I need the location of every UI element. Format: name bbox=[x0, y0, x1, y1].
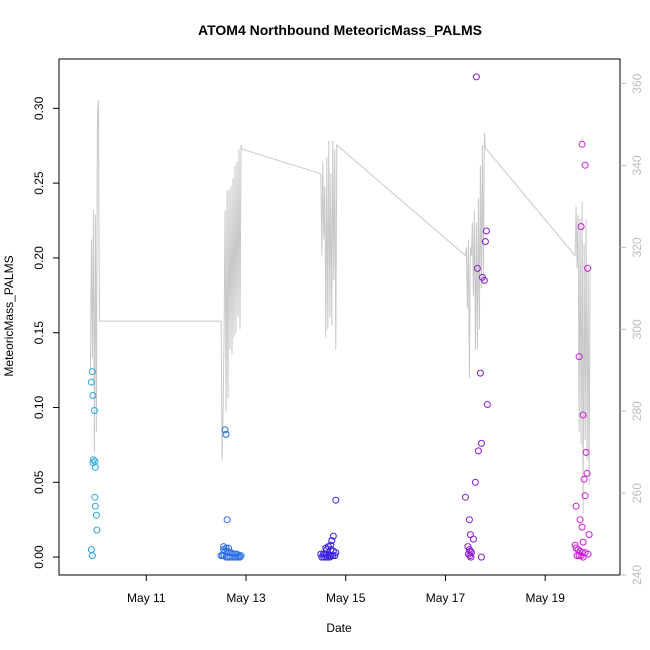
y-tick-label: 0.25 bbox=[32, 171, 46, 195]
y-tick-label: 0.10 bbox=[32, 395, 46, 419]
y-axis-label: MeteoricMass_PALMS bbox=[2, 255, 16, 376]
data-point bbox=[89, 456, 97, 464]
x-axis: May 11 May 13 May 15 May 17 May 19 bbox=[127, 575, 565, 605]
data-point bbox=[469, 535, 477, 543]
data-point bbox=[572, 502, 580, 510]
y-tick-label: 0.00 bbox=[32, 545, 46, 569]
data-point bbox=[472, 73, 480, 81]
data-point bbox=[88, 368, 96, 376]
y-tick-label: 0.20 bbox=[32, 246, 46, 270]
x-tick-label: May 19 bbox=[526, 591, 566, 605]
data-point bbox=[581, 492, 589, 500]
y2-tick-label: 300 bbox=[630, 319, 644, 339]
y2-tick-label: 260 bbox=[630, 483, 644, 503]
data-point bbox=[477, 439, 485, 447]
data-point bbox=[324, 553, 332, 561]
data-point bbox=[577, 223, 585, 230]
data-point bbox=[90, 407, 98, 414]
y-tick-label: 0.15 bbox=[32, 321, 46, 345]
y2-tick-label: 320 bbox=[630, 237, 644, 257]
data-point bbox=[583, 469, 591, 477]
x-axis-label: Date bbox=[326, 621, 352, 635]
data-point bbox=[466, 552, 474, 560]
y2-tick-label: 340 bbox=[630, 155, 644, 175]
y-tick-label: 0.30 bbox=[32, 96, 46, 120]
data-point bbox=[581, 161, 589, 169]
data-point bbox=[329, 532, 337, 540]
data-point bbox=[480, 276, 488, 284]
data-point bbox=[483, 401, 491, 408]
data-point bbox=[91, 502, 99, 510]
x-tick-label: May 17 bbox=[426, 591, 466, 605]
x-tick-label: May 13 bbox=[226, 591, 266, 605]
data-point bbox=[461, 493, 469, 501]
secondary-series-line bbox=[89, 99, 591, 514]
x-tick-label: May 15 bbox=[326, 591, 366, 605]
data-point bbox=[471, 478, 479, 486]
data-point bbox=[91, 493, 99, 501]
data-point bbox=[477, 553, 485, 561]
data-point bbox=[575, 552, 583, 560]
plot-frame bbox=[58, 58, 621, 576]
data-point bbox=[579, 538, 587, 546]
data-point bbox=[585, 531, 593, 539]
data-point bbox=[93, 526, 101, 534]
data-point bbox=[578, 140, 586, 148]
data-point bbox=[474, 447, 482, 455]
chart-title: ATOM4 Northbound MeteoricMass_PALMS bbox=[198, 22, 482, 38]
data-point bbox=[322, 553, 330, 561]
data-point bbox=[331, 552, 339, 560]
y2-tick-label: 360 bbox=[630, 73, 644, 93]
data-point bbox=[89, 392, 97, 399]
data-point bbox=[579, 553, 587, 561]
data-point bbox=[575, 353, 583, 361]
data-point bbox=[232, 553, 240, 561]
data-point bbox=[584, 550, 592, 558]
data-point bbox=[223, 516, 231, 524]
secondary-line-layer bbox=[89, 99, 591, 514]
data-point bbox=[582, 448, 590, 456]
data-point bbox=[473, 264, 481, 272]
data-point bbox=[88, 552, 96, 560]
data-point bbox=[222, 430, 230, 438]
data-point bbox=[482, 227, 490, 235]
data-point bbox=[236, 553, 244, 561]
data-point bbox=[481, 238, 489, 245]
data-point bbox=[234, 553, 242, 561]
data-point bbox=[577, 552, 585, 560]
data-point bbox=[576, 516, 584, 524]
data-point bbox=[584, 264, 592, 272]
data-point bbox=[221, 426, 229, 434]
data-point bbox=[467, 553, 475, 561]
points-layer bbox=[87, 73, 593, 561]
y2-tick-label: 280 bbox=[630, 401, 644, 421]
data-point bbox=[323, 546, 331, 554]
data-point bbox=[580, 475, 588, 483]
data-point bbox=[92, 511, 100, 519]
data-point bbox=[578, 523, 586, 531]
data-point bbox=[326, 553, 334, 561]
data-point bbox=[332, 496, 340, 504]
y-axis: 0.00 0.05 0.10 0.15 0.20 0.25 0.30 bbox=[32, 96, 59, 569]
data-point bbox=[87, 378, 95, 386]
y2-tick-label: 240 bbox=[630, 565, 644, 585]
y-tick-label: 0.05 bbox=[32, 470, 46, 494]
secondary-y-axis: 240 260 280 300 320 340 360 bbox=[620, 73, 644, 585]
data-point bbox=[465, 516, 473, 524]
data-point bbox=[579, 411, 587, 419]
data-point bbox=[89, 459, 97, 467]
data-point bbox=[328, 537, 336, 545]
data-point bbox=[476, 369, 484, 377]
x-tick-label: May 11 bbox=[127, 591, 166, 605]
